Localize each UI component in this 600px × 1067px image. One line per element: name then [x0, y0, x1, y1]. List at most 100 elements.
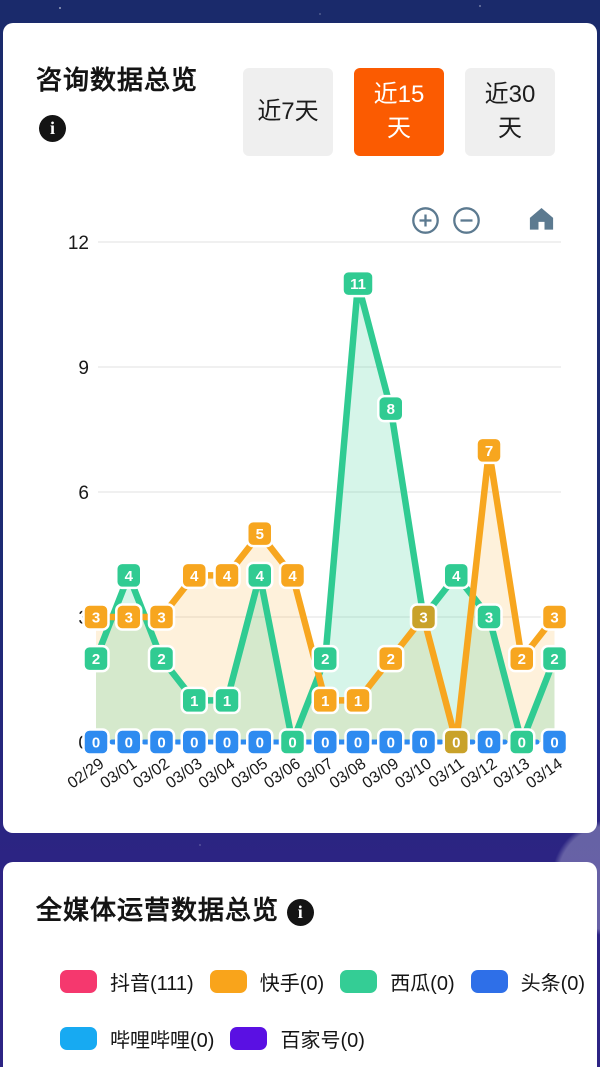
svg-text:4: 4 [288, 568, 297, 585]
legend-row: 抖音(111) 快手(0) 西瓜(0) 头条(0) [60, 967, 585, 996]
svg-text:1: 1 [354, 693, 362, 710]
svg-text:3: 3 [550, 610, 558, 627]
media-card-title: 全媒体运营数据总览 i [36, 890, 315, 927]
svg-text:3: 3 [125, 610, 133, 627]
zoom-out-icon [453, 207, 480, 234]
zoom-in-icon [412, 207, 439, 234]
svg-text:9: 9 [78, 358, 89, 379]
legend-label: 哔哩哔哩(0) [110, 1030, 215, 1052]
legend-swatch [470, 970, 508, 993]
svg-text:4: 4 [125, 568, 134, 585]
svg-text:0: 0 [452, 735, 460, 752]
svg-text:0: 0 [518, 735, 526, 752]
legend-label: 西瓜(0) [390, 973, 455, 995]
legend-item[interactable]: 头条(0) [470, 967, 586, 996]
svg-text:03/10: 03/10 [392, 755, 435, 792]
svg-text:03/09: 03/09 [359, 755, 402, 792]
svg-text:3: 3 [485, 610, 493, 627]
svg-text:03/14: 03/14 [523, 755, 566, 792]
info-icon[interactable]: i [287, 898, 315, 926]
svg-text:02/29: 02/29 [65, 755, 108, 792]
svg-text:0: 0 [387, 735, 395, 752]
svg-text:7: 7 [485, 443, 493, 460]
svg-text:03/02: 03/02 [130, 755, 173, 792]
svg-text:03/04: 03/04 [196, 755, 239, 792]
media-card-title-text: 全媒体运营数据总览 [36, 895, 280, 925]
zoom-out-button[interactable] [451, 205, 482, 236]
svg-text:11: 11 [350, 276, 366, 293]
svg-text:4: 4 [256, 568, 265, 585]
legend-item[interactable]: 抖音(111) [60, 967, 194, 996]
legend-swatch [209, 970, 247, 993]
svg-text:1: 1 [223, 693, 231, 710]
svg-text:3: 3 [92, 610, 100, 627]
page-title: 咨询数据总览 [36, 65, 199, 95]
legend-label: 快手(0) [259, 973, 325, 995]
home-icon [529, 208, 554, 230]
svg-text:3: 3 [157, 610, 165, 627]
consultation-overview-card: 咨询数据总览 i 近7天 近15天 近30天 [3, 23, 597, 833]
svg-text:6: 6 [78, 483, 89, 504]
svg-text:4: 4 [452, 568, 461, 585]
svg-text:03/03: 03/03 [163, 755, 206, 792]
svg-text:4: 4 [190, 568, 199, 585]
info-icon[interactable]: i [39, 115, 66, 142]
legend-item[interactable]: 百家号(0) [230, 1024, 365, 1053]
svg-text:0: 0 [550, 735, 558, 752]
svg-text:0: 0 [288, 735, 296, 752]
legend-swatch [340, 970, 378, 993]
tab-last-7-days[interactable]: 近7天 [243, 68, 333, 157]
svg-text:2: 2 [550, 651, 558, 668]
svg-text:03/05: 03/05 [228, 755, 271, 792]
svg-text:0: 0 [223, 735, 231, 752]
svg-text:2: 2 [157, 651, 165, 668]
legend-item[interactable]: 快手(0) [209, 967, 325, 996]
legend-swatch [230, 1027, 268, 1050]
date-range-tab-group: 近7天 近15天 近30天 [243, 68, 555, 157]
home-reset-button[interactable] [527, 204, 556, 233]
svg-text:03/11: 03/11 [426, 755, 468, 791]
legend-row: 哔哩哔哩(0) 百家号(0) [60, 1024, 585, 1053]
media-overview-card: 全媒体运营数据总览 i 抖音(111) 快手(0) 西瓜(0) 头条(0) 哔哩哔哩(0… [3, 862, 597, 1067]
svg-text:8: 8 [387, 401, 395, 418]
svg-text:2: 2 [387, 651, 395, 668]
svg-text:03/06: 03/06 [261, 755, 304, 792]
svg-text:1: 1 [190, 693, 198, 710]
svg-text:12: 12 [68, 233, 89, 254]
legend-label: 百家号(0) [280, 1030, 365, 1052]
svg-text:0: 0 [125, 735, 133, 752]
legend-label: 抖音(111) [110, 973, 194, 995]
legend-label: 头条(0) [520, 973, 586, 995]
svg-text:03/01: 03/01 [97, 755, 140, 792]
svg-text:0: 0 [485, 735, 493, 752]
tab-last-30-days[interactable]: 近30天 [465, 68, 555, 157]
tab-last-15-days[interactable]: 近15天 [354, 68, 444, 157]
legend-item[interactable]: 西瓜(0) [340, 967, 455, 996]
svg-text:2: 2 [321, 651, 329, 668]
legend-item[interactable]: 哔哩哔哩(0) [60, 1024, 214, 1053]
svg-text:0: 0 [157, 735, 165, 752]
svg-text:2: 2 [518, 651, 526, 668]
svg-text:0: 0 [321, 735, 329, 752]
svg-text:0: 0 [354, 735, 362, 752]
svg-text:0: 0 [190, 735, 198, 752]
svg-text:03/13: 03/13 [490, 755, 533, 792]
svg-text:0: 0 [256, 735, 264, 752]
svg-text:03/08: 03/08 [327, 755, 370, 792]
svg-text:03/07: 03/07 [294, 755, 337, 792]
svg-text:0: 0 [419, 735, 427, 752]
svg-text:3: 3 [419, 610, 427, 627]
legend-swatch [60, 970, 97, 993]
legend-swatch [60, 1027, 97, 1050]
svg-text:2: 2 [92, 651, 100, 668]
svg-text:5: 5 [256, 526, 264, 543]
svg-text:1: 1 [321, 693, 329, 710]
svg-text:03/12: 03/12 [458, 755, 501, 792]
consultation-chart[interactable]: 03691202/2903/0103/0203/0303/0403/0503/0… [3, 213, 597, 828]
zoom-in-button[interactable] [410, 205, 441, 236]
platform-legend: 抖音(111) 快手(0) 西瓜(0) 头条(0) 哔哩哔哩(0) 百家号(0) [60, 967, 585, 1053]
svg-text:0: 0 [92, 735, 100, 752]
chart-zoom-controls [410, 205, 482, 236]
svg-text:4: 4 [223, 568, 232, 585]
